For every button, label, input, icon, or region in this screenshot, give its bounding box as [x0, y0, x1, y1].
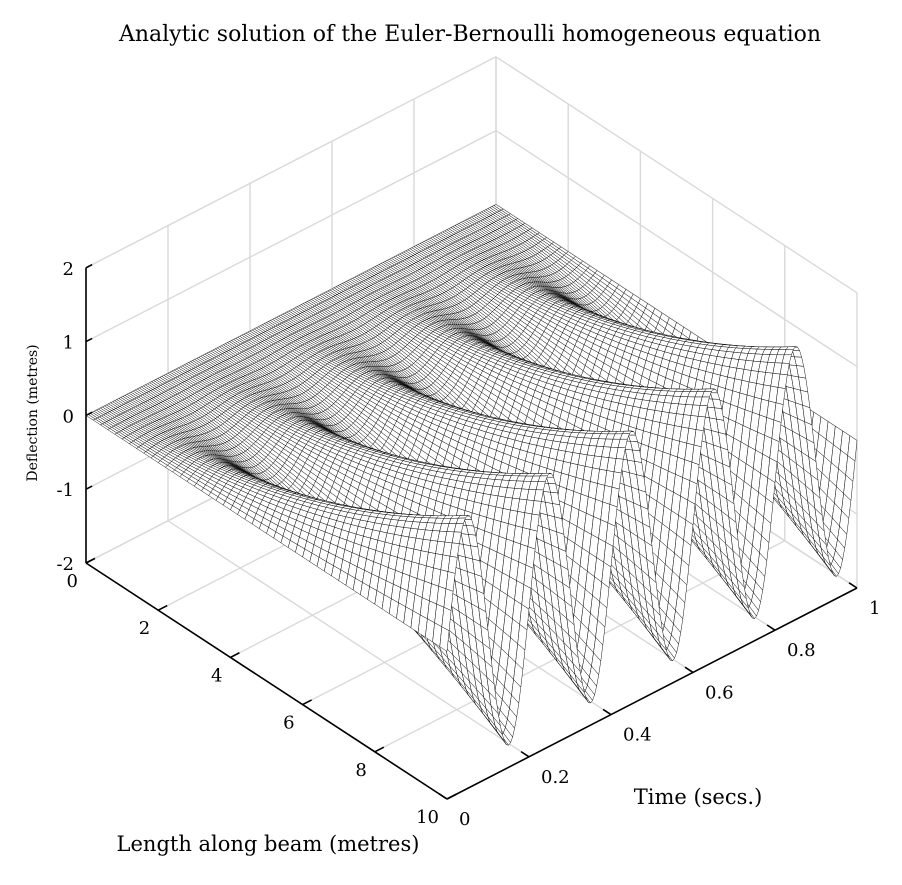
- chart-title: Analytic solution of the Euler-Bernoulli…: [118, 22, 821, 47]
- surface-mesh: [86, 204, 857, 745]
